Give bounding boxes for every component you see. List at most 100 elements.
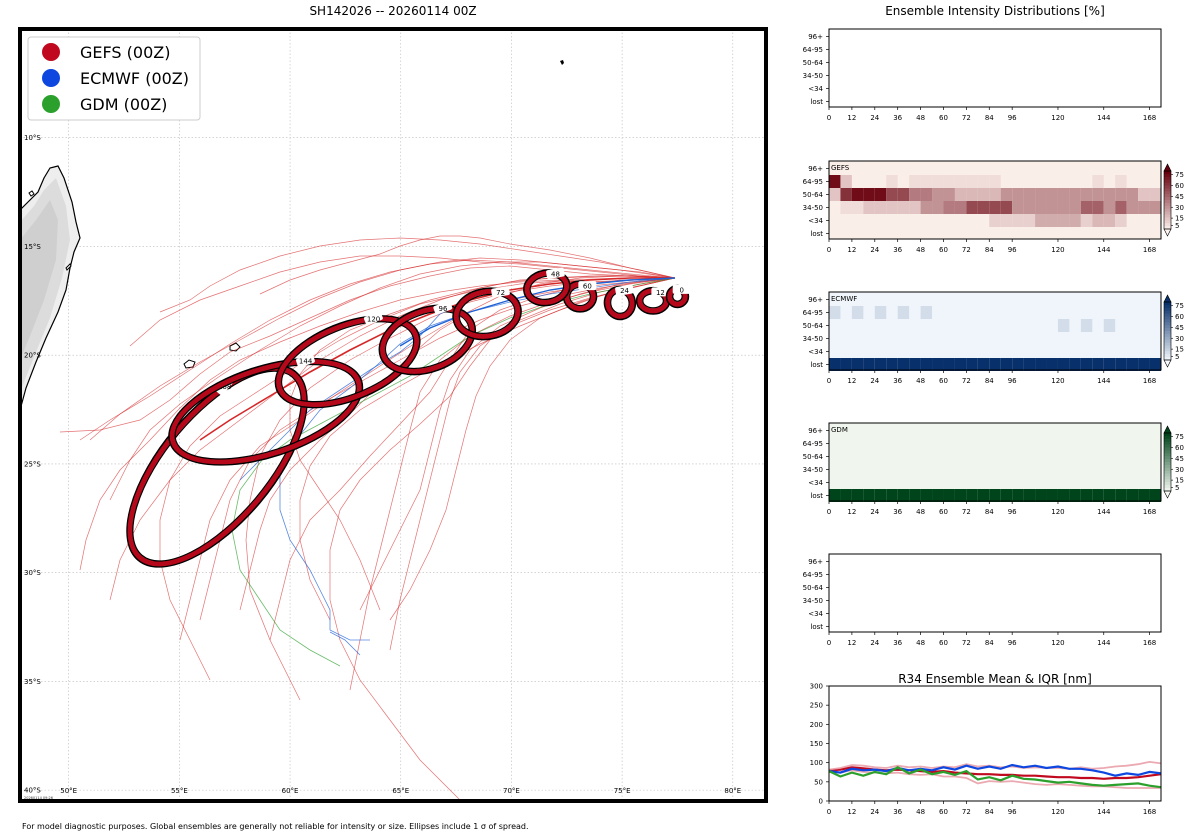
map-frame	[18, 27, 768, 803]
ellipse-outline	[274, 315, 421, 409]
ellipse-hour-label: 0	[679, 286, 683, 294]
heat-cell	[1092, 214, 1104, 227]
heat-cell	[977, 358, 990, 371]
hour-tick-label: 96	[1008, 114, 1017, 122]
heat-cell	[1069, 214, 1081, 227]
heat-cell	[954, 188, 967, 201]
heat-cell	[1092, 489, 1104, 502]
colorbar-tick-label: 15	[1175, 346, 1184, 354]
colorbar-tick-label: 60	[1175, 444, 1184, 452]
heat-cell	[954, 201, 967, 214]
legend-marker-gefs	[42, 43, 60, 61]
ellipse-label-bg	[546, 267, 565, 280]
colorbar-segment	[1164, 328, 1171, 332]
legend-label-ecmwf: ECMWF (00Z)	[80, 69, 189, 88]
colorbar-tick-label: 5	[1175, 222, 1179, 230]
heat-cell	[1057, 319, 1070, 332]
heat-cell	[1057, 188, 1070, 201]
colorbar-frame	[1163, 301, 1172, 361]
heat-cell	[851, 489, 864, 502]
heat-cell	[909, 201, 921, 214]
heat-cell	[829, 188, 841, 201]
ellipse-outline	[452, 287, 522, 341]
heat-cell	[840, 358, 852, 371]
map-background	[20, 29, 766, 801]
heat-cell	[874, 201, 887, 214]
heat-cell	[1149, 201, 1161, 214]
hour-tick-label: 84	[985, 639, 994, 647]
colorbar-segment	[1164, 208, 1171, 213]
ellipse-band	[524, 270, 570, 305]
ellipse-label-bg	[651, 287, 670, 297]
heat-cell	[920, 188, 933, 201]
r34-y-tick-label: 100	[810, 759, 823, 767]
hour-tick-label: 168	[1143, 246, 1156, 254]
r34-x-tick-label: 36	[893, 808, 902, 816]
colorbar-segment	[1164, 479, 1171, 483]
land-islet	[183, 359, 196, 369]
heat-cell	[1103, 214, 1116, 227]
row-tick-label: 64-95	[803, 440, 823, 448]
panel-model-label: GDM	[831, 426, 848, 434]
ellipse-band	[453, 288, 521, 339]
hour-tick-label: 120	[1051, 377, 1064, 385]
map-axis-labels: 50°E 55°E 60°E 65°E 70°E 75°E 80°E 10°S 15°S 20°S…	[24, 134, 741, 795]
hour-tick-label: 168	[1143, 377, 1156, 385]
heat-cell	[886, 188, 898, 201]
ellipse-label: 144	[296, 354, 315, 368]
row-tick-label: lost	[810, 230, 823, 238]
row-tick-label: lost	[810, 361, 823, 369]
heat-cell	[943, 201, 955, 214]
colorbar-segment	[1164, 488, 1171, 492]
legend-item-gdm: GDM (00Z)	[42, 95, 167, 114]
heat-cell	[829, 358, 841, 371]
r34-y-tick-label: 50	[814, 778, 823, 786]
row-tick-label: lost	[810, 98, 823, 106]
heat-cell	[943, 175, 955, 188]
spread-ellipse: 120	[274, 311, 421, 409]
colorbar-tick-label: 45	[1175, 193, 1184, 201]
row-tick-label: 50-64	[803, 191, 824, 199]
ellipse-hour-label: 48	[551, 270, 560, 278]
lon-tick-label: 80°E	[724, 787, 741, 795]
row-tick-label: 64-95	[803, 309, 823, 317]
lat-tick-label: 35°S	[24, 678, 41, 686]
heat-cell	[863, 489, 875, 502]
r34-frame	[828, 685, 1162, 802]
heat-cell	[829, 175, 841, 188]
ellipse-band	[127, 365, 307, 567]
heat-cell	[966, 188, 978, 201]
heat-cell	[989, 214, 1001, 227]
heat-cell	[932, 201, 944, 214]
spread-ellipse: 72	[452, 286, 522, 341]
row-tick-label: 64-95	[803, 46, 823, 54]
ellipse-label: 48	[546, 267, 565, 280]
colorbar-segment	[1164, 226, 1171, 230]
heat-cell	[1080, 214, 1093, 227]
heat-cell	[897, 188, 910, 201]
colorbar-extend-min	[1163, 359, 1172, 368]
hour-tick-label: 0	[827, 508, 831, 516]
r34-series-line	[828, 763, 1162, 777]
heat-cell	[1080, 319, 1093, 332]
heat-cell	[874, 358, 887, 371]
r34-x-tick-label: 48	[916, 808, 925, 816]
hour-tick-label: 12	[847, 639, 856, 647]
colorbar-tick-label: 75	[1175, 302, 1184, 310]
ellipse-hour-label: 12	[656, 289, 665, 297]
hour-tick-label: 48	[916, 508, 925, 516]
colorbar-segment	[1164, 316, 1171, 320]
colorbar-tick-label: 60	[1175, 313, 1184, 321]
heat-cell	[874, 306, 887, 319]
intensity-title: Ensemble Intensity Distributions [%]	[885, 4, 1105, 18]
gefs-mean-track	[199, 277, 675, 441]
heat-cell	[1012, 358, 1024, 371]
ellipse-hour-label: 168	[218, 383, 231, 391]
colorbar-segment	[1164, 307, 1171, 312]
hour-tick-label: 120	[1051, 114, 1064, 122]
heat-cell	[1057, 489, 1070, 502]
heat-cell	[874, 188, 887, 201]
heat-cell	[1035, 489, 1047, 502]
heat-cell	[1126, 358, 1139, 371]
